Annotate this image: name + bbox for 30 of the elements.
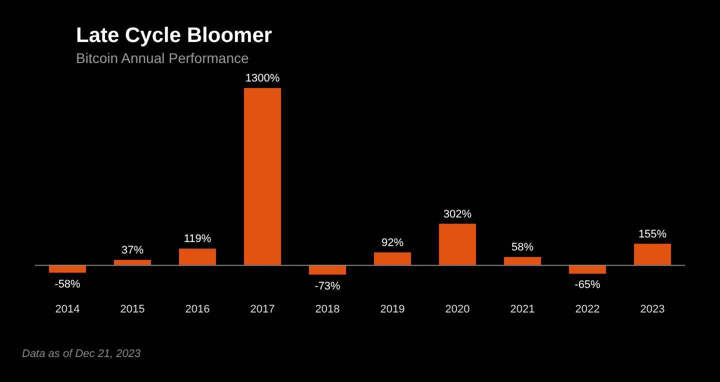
bar — [178, 248, 216, 265]
data-label: 119% — [184, 233, 212, 246]
chart-title: Late Cycle Bloomer — [76, 24, 272, 48]
x-tick-label: 2020 — [445, 303, 470, 316]
bar — [374, 252, 412, 265]
x-tick-label: 2015 — [120, 303, 145, 316]
data-label: 155% — [638, 228, 667, 240]
bar — [634, 244, 672, 265]
x-tick-label: 2021 — [510, 303, 535, 316]
bar — [504, 256, 542, 265]
data-label: 58% — [511, 242, 534, 254]
x-tick-label: 2017 — [250, 303, 275, 316]
bar — [244, 88, 282, 265]
data-label: 1300% — [245, 72, 280, 85]
data-label: -73% — [314, 280, 341, 292]
x-tick-label: 2023 — [640, 303, 665, 316]
bar — [438, 224, 476, 265]
x-tick-label: 2019 — [380, 303, 405, 316]
data-label: -65% — [574, 279, 601, 292]
data-label: 302% — [443, 208, 472, 220]
chart-subtitle: Bitcoin Annual Performance — [76, 50, 249, 66]
x-tick-label: 2016 — [185, 303, 210, 316]
text: Data as of Dec 21, 2023 — [22, 348, 141, 360]
data-label: -58% — [54, 278, 81, 290]
x-tick-label: 2014 — [55, 303, 80, 316]
x-tick-label: 2018 — [315, 303, 340, 316]
bar — [114, 260, 152, 265]
data-label: 92% — [381, 236, 404, 249]
x-tick-label: 2022 — [575, 303, 600, 316]
data-label: 37% — [121, 244, 144, 256]
